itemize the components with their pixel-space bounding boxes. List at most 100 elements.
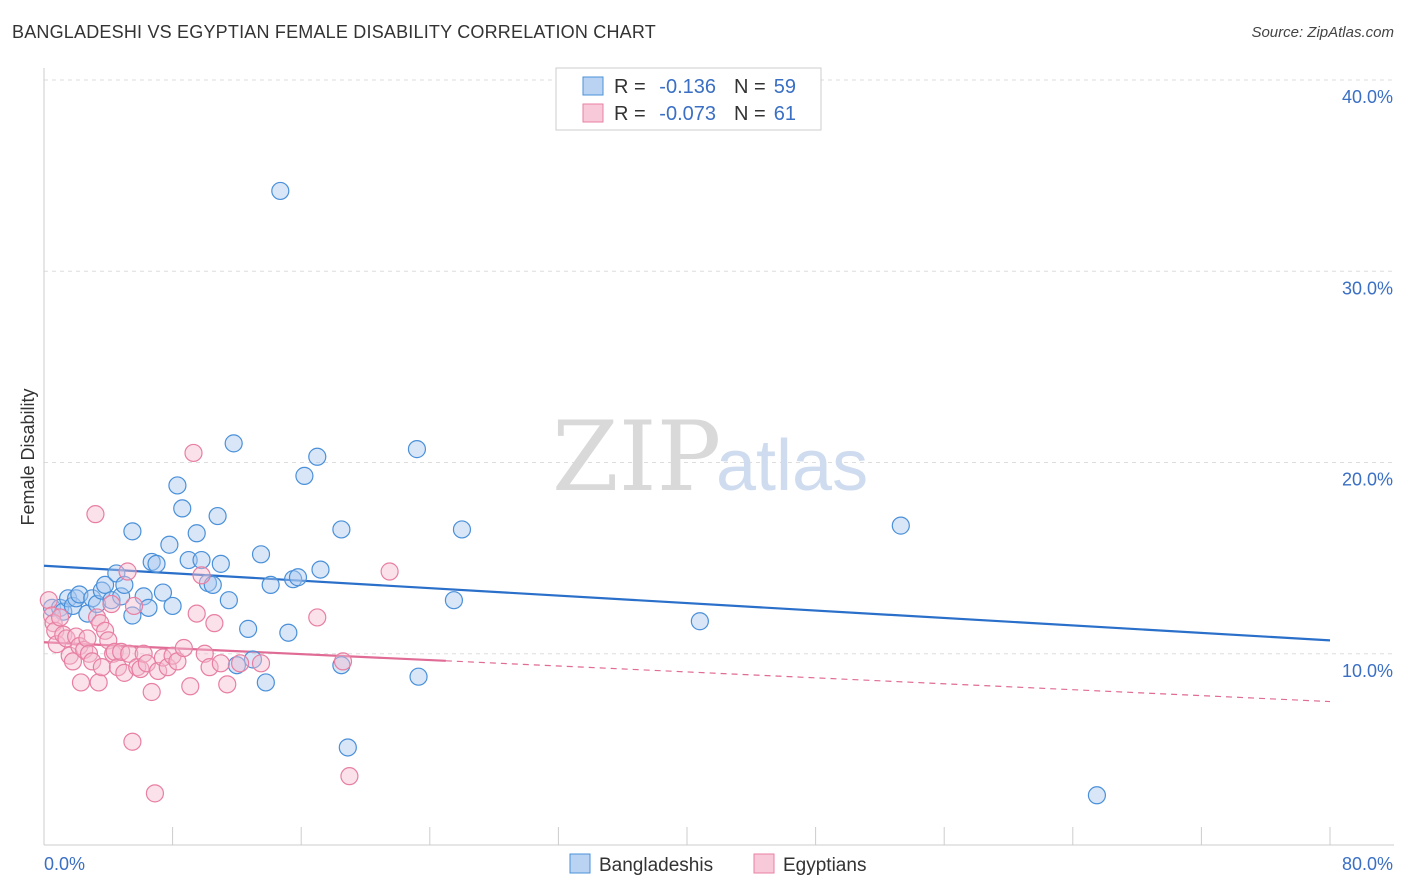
chart-title: BANGLADESHI VS EGYPTIAN FEMALE DISABILIT… [12,22,656,42]
bangladeshi-point [208,506,227,526]
legend-n-value: 59 [774,76,796,98]
egyptian-point [92,658,111,677]
bangladeshi-point [256,673,275,692]
egyptian-point [187,604,206,623]
legend-swatch [582,103,604,123]
watermark-zip: ZIP [552,401,721,513]
series-legend-label: Bangladeshis [599,855,713,876]
egyptian-point [195,644,214,663]
bangladeshi-point [308,447,327,466]
bangladeshi-point [271,181,290,201]
source-label: Source: ZipAtlas.com [1251,24,1394,41]
egyptian-point [102,594,121,614]
egyptian-point [149,661,168,681]
bangladeshi-point [95,575,115,595]
bangladeshi-point [134,587,153,606]
trend-lines [43,564,1331,703]
bangladeshi-point [211,554,230,573]
series-legend-swatch [569,853,591,874]
bangladeshi-point [1087,786,1107,805]
egyptian-point [95,621,115,640]
legend-r-label: R = [614,76,646,98]
bangladeshi-point [112,587,131,606]
legend-r-label: R = [614,103,646,125]
grid-lines [44,79,1394,655]
egyptian-point [205,614,224,633]
egyptian-point [333,652,353,671]
egyptian-point [124,596,144,616]
egyptian-point [158,658,177,677]
y-tick-label: 40.0% [1342,87,1393,107]
egyptian-point [380,562,399,581]
egyptian-point [47,635,66,654]
egyptian-point [120,644,139,663]
bangladeshi-point [891,516,910,535]
egyptian-point [308,608,327,627]
bangladeshi-point [227,656,246,675]
bangladeshi-point [87,594,107,614]
egyptian-point [340,767,359,786]
bangladeshi-point [690,612,709,631]
egyptian-point [174,638,193,658]
y-tick-label: 20.0% [1342,470,1393,490]
egyptian-point [200,658,219,677]
egyptian-point [218,675,237,694]
axes [43,68,1394,846]
egyptian-point [83,652,102,671]
y-tick-label: 30.0% [1342,278,1393,298]
bangladeshi-point [163,596,182,616]
egyptian-trend-line-extension [445,660,1331,703]
egyptian-point [181,677,200,696]
egyptian-point [251,654,271,673]
bangladeshi-point [187,524,206,543]
y-tick-label: 10.0% [1342,661,1393,681]
bangladeshi-point [407,440,427,459]
series-legend-swatch [753,853,775,874]
legend-n-label: N = [734,103,766,125]
bangladeshi-point [279,623,298,642]
bangladeshi-trend-line [43,564,1331,642]
series-legend: Bangladeshis Egyptians [569,853,866,876]
egyptian-point [142,682,161,702]
bangladeshi-point [444,591,464,610]
x-tick-label: 80.0% [1342,854,1393,874]
egyptian-point [87,608,107,627]
bangladeshi-point [288,568,308,587]
y-axis-label: Female Disability [18,388,38,525]
legend-n-value: 61 [774,103,796,125]
bangladeshi-point [139,598,158,617]
bangladeshi-point [92,581,111,600]
bangladeshi-point [147,554,166,573]
egyptian-point [86,505,105,524]
legend-swatch [582,76,604,96]
legend-r-value: -0.073 [659,103,716,125]
egyptian-point [123,732,142,751]
egyptian-point [63,652,83,671]
egyptian-point [145,784,165,803]
bangladeshi-point [261,575,280,595]
bangladeshi-point [295,466,314,485]
bangladeshi-point [153,583,173,602]
egyptian-point [184,443,203,463]
egyptian-point [78,629,97,648]
bangladeshi-point [224,434,243,453]
bangladeshi-point [452,520,472,539]
bangladeshi-point [173,499,192,518]
egyptian-point [67,627,86,646]
bangladeshi-point [83,589,102,608]
egyptian-point [99,631,118,650]
bangladeshi-point [338,738,357,757]
legend-n-label: N = [734,76,766,98]
tick-labels: 10.0% 20.0% 30.0% 40.0% 0.0% 80.0% [44,87,1393,874]
bangladeshi-point [102,591,121,610]
egyptian-point [118,562,137,581]
bangladeshi-point [123,522,142,541]
egyptian-point [231,654,250,673]
egyptian-point [50,608,70,627]
egyptian-point [105,642,124,661]
bangladeshi-point [311,560,330,579]
bangladeshi-point [219,591,238,610]
watermark: ZIP atlas [552,401,868,513]
legend-r-value: -0.136 [659,76,716,98]
